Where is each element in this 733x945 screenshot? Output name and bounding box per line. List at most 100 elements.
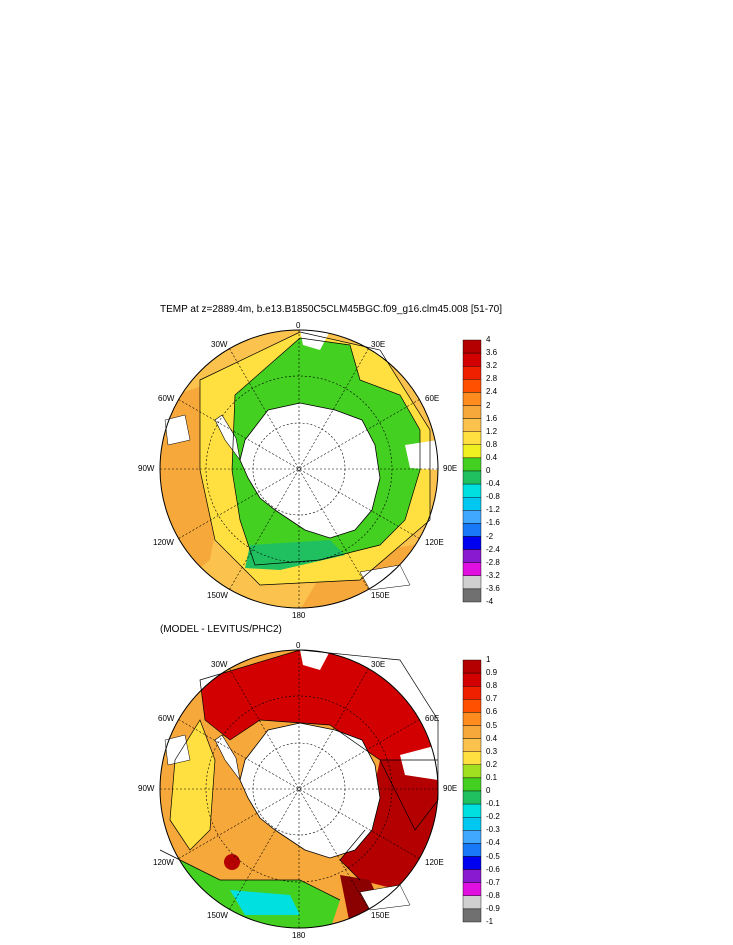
colorbar-swatch: [462, 790, 482, 805]
lon-label-60w-2: 60W: [158, 714, 175, 723]
antarctic-peninsula-2: [214, 734, 241, 781]
colorbar-swatch: [462, 908, 482, 923]
colorbar-swatch: [462, 764, 482, 779]
lon-label-60e-2: 60E: [425, 714, 440, 723]
lon-label-90e: 90E: [443, 464, 458, 473]
colorbar-swatch: [462, 588, 482, 603]
lon-label-150w: 150W: [207, 591, 228, 600]
lon-label-30e: 30E: [371, 340, 386, 349]
graticule-1: [160, 330, 438, 608]
colorbar-swatch: [462, 562, 482, 577]
lon-label-0-2: 0: [296, 641, 301, 650]
lon-label-120w-2: 120W: [153, 858, 174, 867]
red-region-north: [200, 650, 438, 830]
colorbar-tick-label: 2.8: [486, 374, 498, 384]
colorbar-swatch: [462, 699, 482, 713]
red-spot-southwest: [224, 854, 240, 870]
lon-label-120e: 120E: [425, 538, 444, 547]
south-america-tip-2: [164, 734, 191, 766]
colorbar-swatch: [462, 366, 482, 380]
colorbar-temperature: [462, 339, 482, 603]
colorbar-swatch: [462, 869, 482, 883]
colorbar-tick-label: 0.5: [486, 720, 498, 730]
colorbar-tick-label: 2.4: [486, 387, 498, 397]
colorbar-swatch: [462, 856, 482, 870]
colorbar-swatch: [462, 803, 482, 818]
colorbar-swatch: [462, 895, 482, 910]
colorbar-swatch: [462, 843, 482, 857]
lon-label-0: 0: [296, 321, 301, 330]
colorbar-tick-label: -1.6: [486, 518, 500, 528]
colorbar-swatch: [462, 672, 482, 687]
lon-label-120e-2: 120E: [425, 858, 444, 867]
colorbar-swatch: [462, 882, 482, 897]
antarctic-peninsula: [214, 414, 241, 461]
colorbar-swatch: [462, 418, 482, 432]
colorbar-swatch: [462, 497, 482, 511]
new-zealand-2: [359, 884, 411, 911]
lon-label-30w: 30W: [211, 340, 228, 349]
kerguelen-gap-2: [400, 745, 438, 780]
colorbar-tick-label: 0.8: [486, 439, 498, 449]
lon-label-60w: 60W: [158, 394, 175, 403]
lon-label-150e-2: 150E: [371, 911, 390, 920]
colorbar-tick-label: 0.4: [486, 733, 498, 743]
lon-label-150e: 150E: [371, 591, 390, 600]
colorbar-swatch: [462, 470, 482, 485]
colorbar-swatch: [462, 523, 482, 537]
colorbar-tick-label: 0.3: [486, 746, 498, 756]
colorbar-swatch: [462, 431, 482, 446]
colorbar-tick-label: 1.6: [486, 413, 498, 423]
colorbar-swatch: [462, 712, 482, 726]
colorbar-tick-label: 0.2: [486, 759, 498, 769]
colorbar-tick-label: -0.8: [486, 890, 500, 900]
colorbar-swatch: [462, 830, 482, 844]
colorbar-tick-label: -0.9: [486, 903, 500, 913]
new-zealand: [359, 564, 411, 591]
map1-border: [159, 329, 439, 609]
colorbar-swatch: [462, 379, 482, 393]
colorbar-swatch: [462, 738, 482, 752]
colorbar-swatch: [462, 444, 482, 459]
lon-label-90w: 90W: [138, 464, 155, 473]
map2-title: (MODEL - LEVITUS/PHC2): [160, 624, 282, 635]
antarctica-land: [239, 402, 381, 539]
colorbar-swatch: [462, 725, 482, 739]
colorbar-tick-label: 1: [486, 655, 491, 664]
colorbar-tick-label: -0.5: [486, 851, 500, 861]
colorbar-tick-label: 0: [486, 466, 491, 475]
colorbar-tick-label: -0.7: [486, 877, 500, 887]
colorbar-tick-label: -1: [486, 917, 494, 926]
lon-label-30w-2: 30W: [211, 660, 228, 669]
colorbar-swatch: [462, 352, 482, 367]
colorbar-tick-label: -0.8: [486, 492, 500, 502]
colorbar-swatch: [462, 457, 482, 472]
colorbar-swatch: [462, 659, 482, 674]
lon-label-90e-2: 90E: [443, 784, 458, 793]
colorbar-swatch: [462, 751, 482, 766]
colorbar-swatch: [462, 483, 482, 498]
map1-title: TEMP at z=2889.4m, b.e13.B1850C5CLM45BGC…: [160, 304, 502, 315]
colorbar-tick-label: 3.2: [486, 361, 498, 371]
colorbar-swatch: [462, 777, 482, 792]
colorbar-tick-label: -0.6: [486, 864, 500, 874]
colorbar-swatch: [462, 510, 482, 524]
antarctica-land-2: [239, 722, 381, 859]
colorbar-tick-label: 0.4: [486, 452, 498, 462]
graticule-2: [160, 650, 438, 928]
colorbar-tick-label: 0.6: [486, 707, 498, 717]
colorbar-tick-label: 0.1: [486, 772, 498, 782]
colorbar-tick-label: -2: [486, 531, 494, 541]
colorbar-swatch: [462, 392, 482, 406]
colorbar-swatch: [462, 339, 482, 354]
lon-label-150w-2: 150W: [207, 911, 228, 920]
colorbar-tick-label: 0.9: [486, 668, 498, 678]
colorbar-tick-label: -0.3: [486, 825, 500, 835]
colorbar-tick-label: -1.2: [486, 505, 500, 515]
lon-label-180: 180: [292, 611, 306, 620]
colorbar-swatch: [462, 405, 482, 419]
colorbar-tick-label: 1.2: [486, 426, 498, 436]
kerguelen-gap: [405, 440, 438, 470]
colorbar-tick-label: 4: [486, 335, 491, 344]
difference-map: [159, 649, 439, 929]
